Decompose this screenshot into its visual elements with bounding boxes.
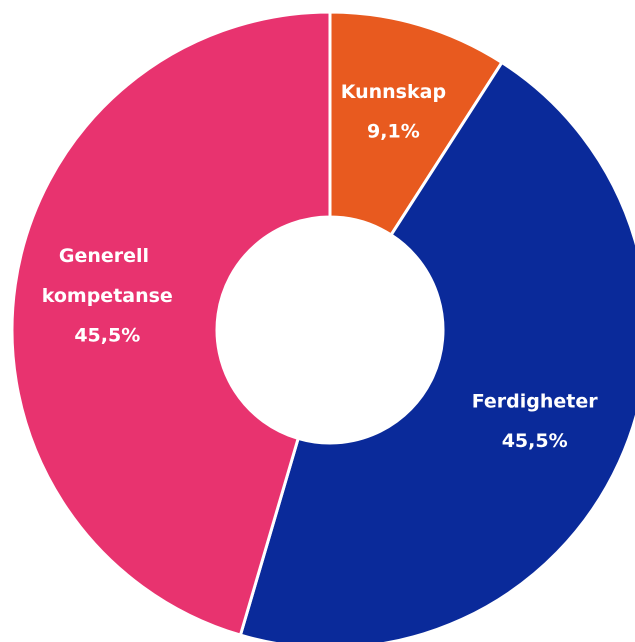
- slice-label: Generell kompetanse: [42, 244, 173, 306]
- slice: [10, 10, 332, 637]
- slice-value-label: 45,5%: [74, 324, 140, 346]
- slice-label: Ferdigheter: [472, 390, 599, 412]
- slice: [328, 10, 504, 238]
- slice-label: Kunnskap: [341, 81, 446, 103]
- slice-value-label: 9,1%: [367, 121, 420, 143]
- slice-value-label: 45,5%: [502, 430, 568, 452]
